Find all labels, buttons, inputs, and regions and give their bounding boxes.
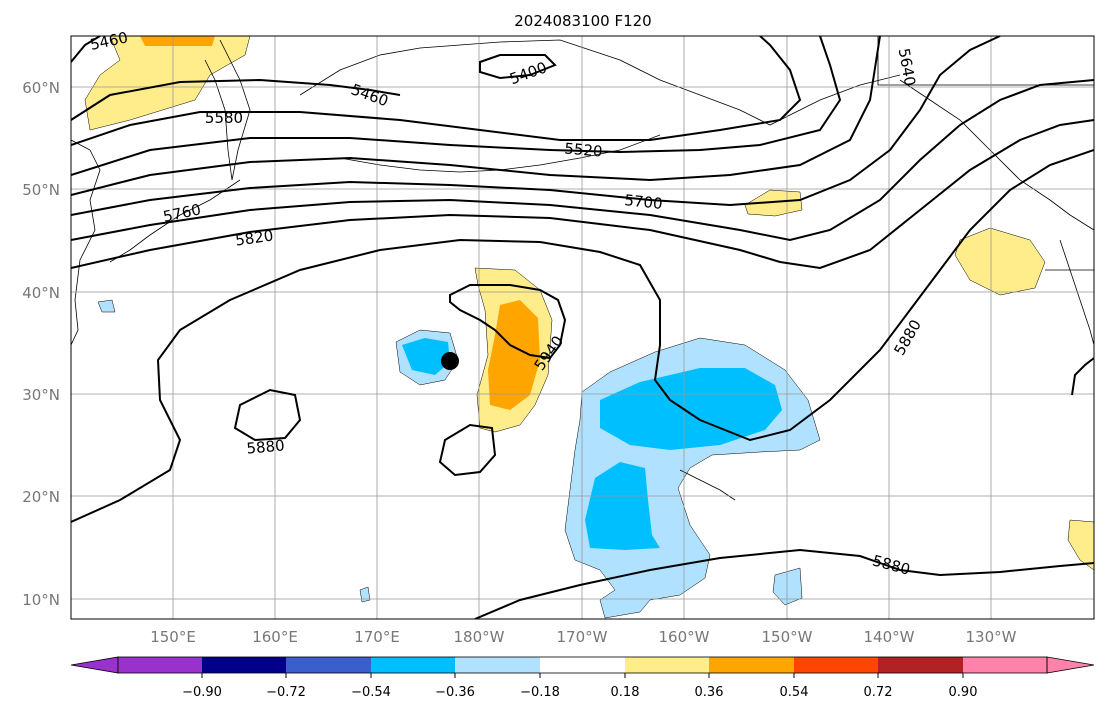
contour-5520: [71, 36, 842, 176]
contour-5400: [479, 54, 557, 80]
lon-axis: 150°E 160°E 170°E 180°W 170°W 160°W 150°…: [150, 628, 1016, 646]
contour-5700: [71, 36, 1001, 216]
colorbar-swatch: [709, 657, 794, 673]
colorbar-swatch: [625, 657, 709, 673]
colorbar-tick-label: −0.90: [182, 685, 222, 700]
contour-5640: [71, 36, 881, 196]
lon-label: 150°E: [150, 628, 196, 646]
anomaly-negative-west-core: [402, 338, 450, 375]
anomaly-positive-small-ne: [744, 189, 803, 217]
colorbar-swatch: [540, 657, 625, 673]
coast-bc: [899, 79, 1094, 231]
lon-label: 170°W: [557, 628, 608, 646]
colorbar-tick-label: 0.72: [864, 685, 893, 700]
anomaly-negative-east-core: [600, 368, 782, 450]
coast-na-west: [1059, 239, 1094, 346]
anomaly-negative-tiny-west: [97, 299, 116, 313]
anomaly-positive-ne: [954, 227, 1046, 296]
contour-label: 5880: [246, 436, 286, 457]
coast-kamchatka: [204, 39, 251, 181]
anomaly-negative-tiny-south: [359, 586, 371, 603]
contour-label: 5580: [205, 109, 243, 127]
lon-label: 150°W: [762, 628, 813, 646]
contour-5880-small-west: [233, 388, 302, 442]
anomaly-positive-nw: [84, 36, 251, 131]
colorbar: −0.90 −0.72 −0.54 −0.36 −0.18 0.18 0.36 …: [70, 656, 1095, 700]
colorbar-extend-low: [70, 656, 119, 674]
coast-alaska: [299, 39, 901, 126]
colorbar-swatch: [455, 657, 540, 673]
colorbar-swatch: [202, 657, 286, 673]
lon-label: 160°E: [252, 628, 298, 646]
anomaly-positive-se: [1067, 519, 1094, 571]
colorbar-tick-label: 0.90: [949, 685, 978, 700]
colorbar-tick-label: −0.36: [435, 685, 475, 700]
contour-5460-west: [71, 36, 101, 63]
lat-label: 50°N: [22, 181, 60, 199]
map-frame: [70, 35, 1095, 620]
colorbar-ticks: [201, 673, 964, 678]
colorbar-frame: [117, 656, 1048, 674]
lat-label: 10°N: [22, 591, 60, 609]
lat-label: 60°N: [22, 79, 60, 97]
colorbar-swatch: [878, 657, 963, 673]
shading-layer: [84, 36, 1094, 619]
lon-label: 170°E: [354, 628, 400, 646]
contour-5580: [71, 36, 802, 146]
lat-label: 30°N: [22, 386, 60, 404]
contour-label: 5700: [624, 191, 664, 213]
colorbar-tick-label: 0.18: [611, 685, 640, 700]
colorbar-tick-label: 0.36: [695, 685, 724, 700]
storm-position-marker: [441, 352, 459, 370]
contour-5880-main: [71, 149, 1094, 523]
map-title: 2024083100 F120: [514, 12, 651, 30]
height-contours: [71, 36, 1094, 619]
contour-5460: [71, 78, 401, 121]
colorbar-swatch: [963, 657, 1047, 673]
anomaly-orange-nw: [140, 36, 215, 46]
contour-5880-loop: [449, 284, 567, 360]
colorbar-swatch: [118, 657, 202, 673]
coast-hawaii: [679, 469, 736, 501]
coast-asia: [71, 139, 101, 346]
contour-label: 5820: [234, 226, 274, 249]
lat-label: 20°N: [22, 488, 60, 506]
colorbar-tick-label: 0.54: [780, 685, 809, 700]
contour-5760: [71, 79, 1094, 242]
contour-5880-south: [474, 548, 1094, 619]
colorbar-swatch: [286, 657, 371, 673]
colorbar-swatch: [371, 657, 455, 673]
lat-label: 40°N: [22, 284, 60, 302]
lon-label: 130°W: [966, 628, 1017, 646]
contour-5880-small-central: [438, 423, 497, 477]
coast-kuril: [109, 179, 241, 263]
lat-axis: 60°N 50°N 40°N 30°N 20°N 10°N: [22, 79, 60, 609]
anomaly-negative-small-se: [772, 567, 803, 606]
contour-5820: [71, 119, 1094, 270]
colorbar-tick-label: −0.54: [351, 685, 391, 700]
colorbar-tick-label: −0.18: [520, 685, 560, 700]
colorbar-tick-label: −0.72: [266, 685, 306, 700]
lon-label: 160°W: [659, 628, 710, 646]
contour-5880-se: [1071, 357, 1094, 396]
anomaly-negative-south-core: [585, 462, 660, 550]
contour-label: 5520: [564, 139, 604, 160]
colorbar-extend-high: [1046, 656, 1095, 674]
colorbar-swatch: [794, 657, 878, 673]
anomaly-orange-central: [488, 300, 540, 410]
lon-label: 140°W: [864, 628, 915, 646]
lon-label: 180°W: [454, 628, 505, 646]
